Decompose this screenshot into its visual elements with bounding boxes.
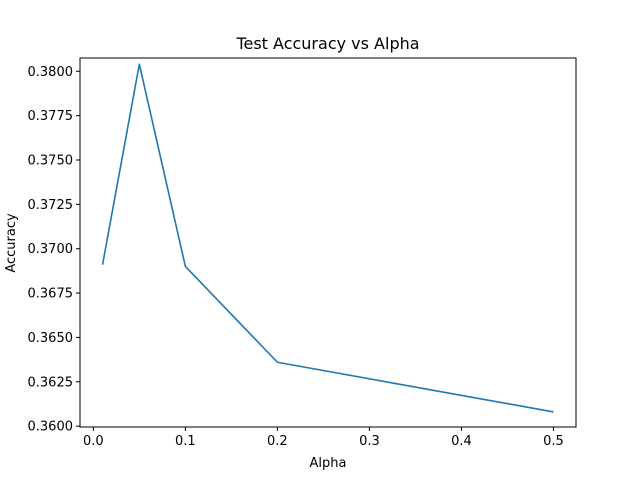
x-tick-label: 0.5: [543, 434, 564, 449]
axes-frame: [79, 57, 577, 428]
plot-area: [79, 57, 577, 428]
y-tick-label: 0.3650: [28, 331, 74, 346]
x-tick-label: 0.4: [451, 434, 472, 449]
y-tick-label: 0.3750: [28, 154, 74, 169]
y-axis-label: Accuracy: [4, 213, 19, 273]
series-layer: [101, 63, 554, 413]
y-tick-label: 0.3625: [28, 375, 74, 390]
y-tick-label: 0.3600: [28, 420, 74, 435]
y-tick-label: 0.3725: [28, 198, 74, 213]
y-tick-label: 0.3675: [28, 287, 74, 302]
series-line: [101, 63, 554, 413]
x-tick-label: 0.3: [359, 434, 380, 449]
y-tick-label: 0.3775: [28, 109, 74, 124]
y-axis-ticks: 0.3600 0.3625 0.3650 0.3675 0.3700 0.3725 0.37…: [28, 65, 80, 435]
x-tick-label: 0.1: [175, 434, 196, 449]
y-tick-label: 0.3800: [28, 65, 74, 80]
chart-title: Test Accuracy vs Alpha: [235, 34, 419, 53]
x-axis-ticks: 0.0 0.1 0.2 0.3 0.4 0.5: [83, 427, 564, 449]
x-axis-label: Alpha: [310, 456, 347, 471]
x-tick-label: 0.0: [83, 434, 104, 449]
x-tick-label: 0.2: [267, 434, 288, 449]
y-tick-label: 0.3700: [28, 242, 74, 257]
